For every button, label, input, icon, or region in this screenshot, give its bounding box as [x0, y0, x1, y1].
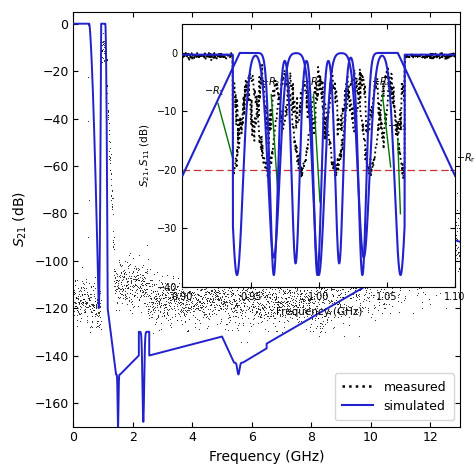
X-axis label: Frequency (GHz): Frequency (GHz) — [275, 307, 362, 317]
Legend: measured, simulated: measured, simulated — [335, 373, 454, 420]
X-axis label: Frequency (GHz): Frequency (GHz) — [209, 450, 324, 464]
Text: $-R_5$: $-R_5$ — [387, 119, 408, 214]
Text: $-R_3$: $-R_3$ — [302, 75, 323, 202]
Y-axis label: $S_{21}, S_{11}$ (dB): $S_{21}, S_{11}$ (dB) — [138, 123, 152, 187]
Y-axis label: $S_{21}$ (dB): $S_{21}$ (dB) — [11, 191, 29, 247]
Text: $-R_{\mathrm{min}}$: $-R_{\mathrm{min}}$ — [456, 151, 474, 165]
Text: $-R_1$: $-R_1$ — [204, 84, 234, 161]
Text: $-R_2$: $-R_2$ — [260, 75, 281, 191]
Text: $-R_4$: $-R_4$ — [371, 75, 392, 167]
